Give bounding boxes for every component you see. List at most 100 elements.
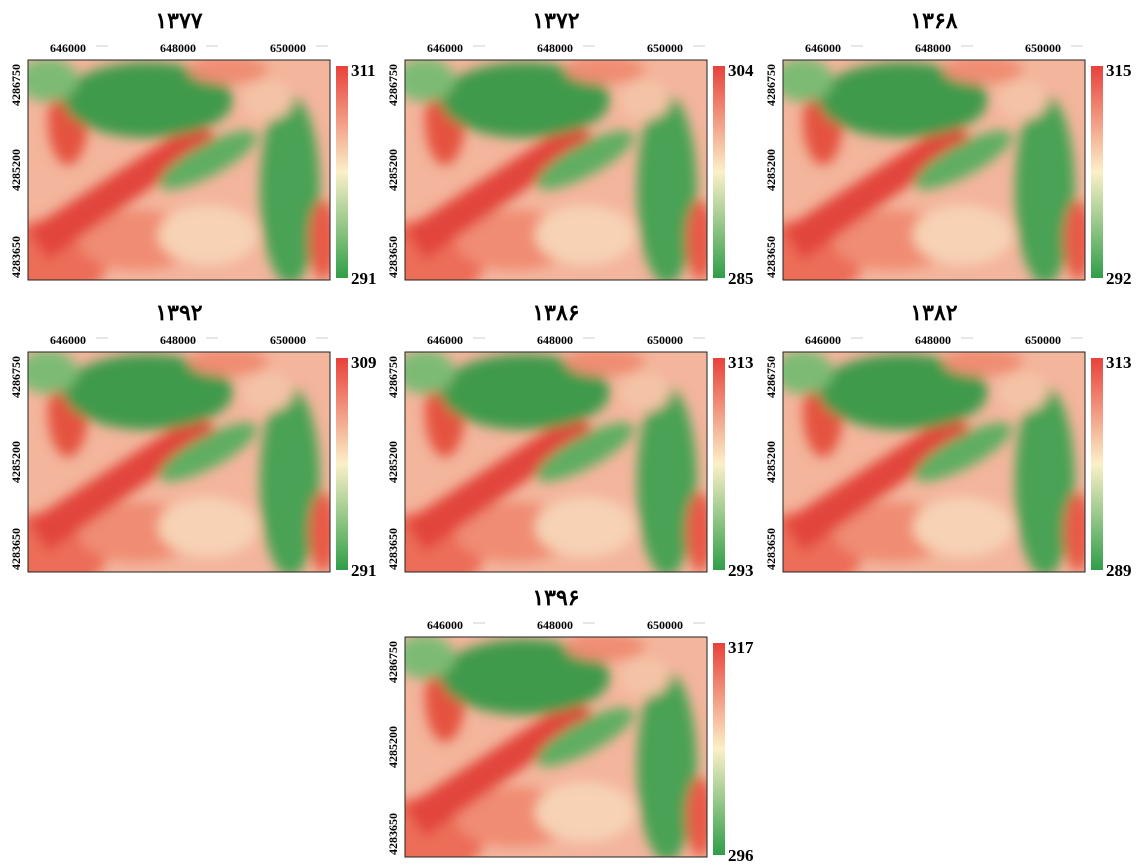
- map-image: [743, 332, 1105, 592]
- x-tick-label: 648000: [537, 333, 573, 347]
- colorbar: [336, 358, 348, 570]
- colorbar-max: 315: [1106, 61, 1132, 80]
- colorbar-max: 304: [728, 61, 754, 80]
- map-frame: [404, 59, 708, 281]
- map-frame: [404, 636, 708, 858]
- terrain: [743, 40, 1105, 300]
- y-tick-label: 4286750: [386, 641, 400, 683]
- x-tick-label: 646000: [427, 41, 463, 55]
- map-panel: ۱۳۸۶ 646000 648000 650000 4286750 4285200 4283…: [365, 300, 754, 592]
- y-tick-label: 4285200: [764, 441, 778, 483]
- y-tick-label: 4283650: [9, 236, 23, 278]
- map-panel: ۱۳۹۲ 646000 648000 650000 4286750 4285200 4283…: [0, 300, 377, 592]
- y-tick-label: 4283650: [9, 528, 23, 570]
- x-tick-label: 648000: [537, 41, 573, 55]
- colorbar-min: 289: [1106, 561, 1132, 580]
- x-tick-label: 650000: [647, 41, 683, 55]
- y-tick-label: 4283650: [764, 528, 778, 570]
- panel-title: ۱۳۸۶: [532, 300, 579, 326]
- x-tick-label: 646000: [50, 41, 86, 55]
- y-tick-label: 4285200: [386, 149, 400, 191]
- map-frame: [782, 351, 1086, 573]
- y-tick-label: 4285200: [386, 441, 400, 483]
- terrain: [743, 332, 1105, 592]
- terrain: [365, 617, 727, 864]
- map-image: [365, 332, 727, 592]
- x-tick-label: 648000: [160, 333, 196, 347]
- terrain: [365, 332, 727, 592]
- x-tick-label: 646000: [427, 333, 463, 347]
- colorbar-min: 291: [351, 561, 377, 580]
- colorbar-min: 296: [728, 846, 754, 864]
- x-tick-label: 648000: [915, 333, 951, 347]
- map-image: [0, 332, 350, 592]
- x-tick-label: 650000: [647, 333, 683, 347]
- x-tick-label: 646000: [50, 333, 86, 347]
- map-image: [365, 617, 727, 864]
- colorbar-max: 317: [728, 638, 754, 657]
- map-image: [743, 40, 1105, 300]
- map-panel: ۱۳۷۷ 646000 648000 650000 4286750 4285200 4283…: [0, 8, 377, 300]
- colorbar-min: 291: [351, 269, 377, 288]
- y-tick-label: 4283650: [764, 236, 778, 278]
- map-frame: [27, 351, 331, 573]
- terrain: [0, 40, 350, 300]
- colorbar: [713, 358, 725, 570]
- colorbar-min: 292: [1106, 269, 1132, 288]
- panel-title: ۱۳۷۷: [155, 8, 202, 34]
- y-tick-label: 4286750: [764, 64, 778, 106]
- x-tick-label: 646000: [805, 333, 841, 347]
- y-tick-label: 4285200: [764, 149, 778, 191]
- y-tick-label: 4283650: [386, 813, 400, 855]
- terrain: [0, 332, 350, 592]
- y-tick-label: 4283650: [386, 236, 400, 278]
- colorbar: [336, 66, 348, 278]
- y-tick-label: 4286750: [386, 356, 400, 398]
- x-tick-label: 650000: [270, 41, 306, 55]
- colorbar: [1091, 358, 1103, 570]
- panel-title: ۱۳۹۶: [532, 585, 579, 611]
- map-frame: [782, 59, 1086, 281]
- y-tick-label: 4285200: [9, 441, 23, 483]
- colorbar: [713, 643, 725, 855]
- y-tick-label: 4286750: [9, 64, 23, 106]
- x-tick-label: 650000: [1025, 41, 1061, 55]
- y-tick-label: 4286750: [386, 64, 400, 106]
- y-tick-label: 4286750: [764, 356, 778, 398]
- panel-title: ۱۳۹۲: [155, 300, 202, 326]
- colorbar: [1091, 66, 1103, 278]
- colorbar-max: 313: [1106, 353, 1132, 372]
- colorbar-min: 293: [728, 561, 754, 580]
- y-tick-label: 4286750: [9, 356, 23, 398]
- map-frame: [404, 351, 708, 573]
- x-tick-label: 648000: [915, 41, 951, 55]
- x-tick-label: 650000: [1025, 333, 1061, 347]
- map-panel: ۱۳۹۶ 646000 648000 650000 4286750 4285200 4283…: [365, 585, 754, 864]
- panel-title: ۱۳۶۸: [910, 8, 957, 34]
- map-panel: ۱۳۸۲ 646000 648000 650000 4286750 4285200 4283…: [743, 300, 1132, 592]
- colorbar-max: 311: [351, 61, 376, 80]
- terrain: [365, 40, 727, 300]
- y-tick-label: 4283650: [386, 528, 400, 570]
- map-image: [365, 40, 727, 300]
- map-frame: [27, 59, 331, 281]
- x-tick-label: 650000: [270, 333, 306, 347]
- x-tick-label: 648000: [537, 618, 573, 632]
- colorbar-min: 285: [728, 269, 754, 288]
- y-tick-label: 4285200: [9, 149, 23, 191]
- colorbar: [713, 66, 725, 278]
- y-tick-label: 4285200: [386, 726, 400, 768]
- map-image: [0, 40, 350, 300]
- map-panel: ۱۳۶۸ 646000 648000 650000 4286750 4285200 4283…: [743, 8, 1132, 300]
- x-tick-label: 648000: [160, 41, 196, 55]
- panel-title: ۱۳۸۲: [910, 300, 957, 326]
- colorbar-max: 313: [728, 353, 754, 372]
- x-tick-label: 646000: [427, 618, 463, 632]
- panel-title: ۱۳۷۲: [532, 8, 579, 34]
- x-tick-label: 646000: [805, 41, 841, 55]
- x-tick-label: 650000: [647, 618, 683, 632]
- map-panel: ۱۳۷۲ 646000 648000 650000 4286750 4285200 4283…: [365, 8, 754, 300]
- colorbar-max: 309: [351, 353, 377, 372]
